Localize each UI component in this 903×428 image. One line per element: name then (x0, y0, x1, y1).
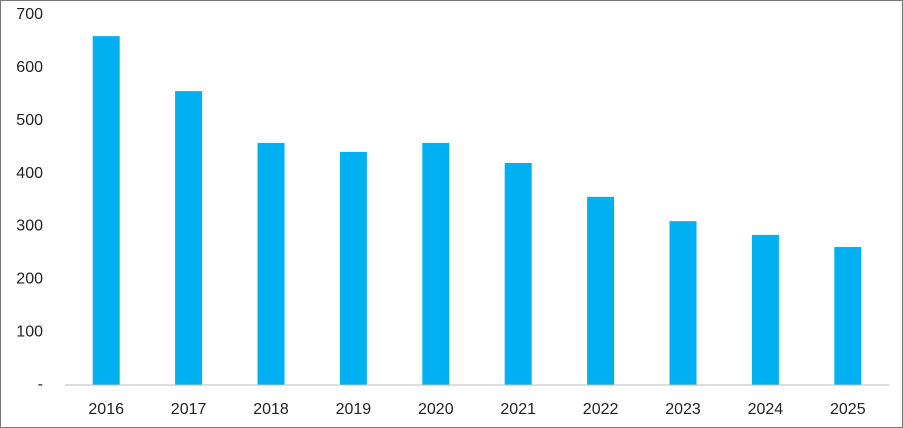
x-tick-label: 2021 (500, 401, 536, 418)
bar (175, 91, 203, 385)
bar (504, 163, 532, 385)
y-tick-label: 700 (16, 6, 43, 23)
y-tick-label: 600 (16, 59, 43, 76)
bar (339, 151, 367, 385)
y-tick-label: 500 (16, 112, 43, 129)
y-tick-label: 300 (16, 218, 43, 235)
x-tick-label: 2016 (88, 401, 124, 418)
x-tick-label: 2018 (253, 401, 289, 418)
bar (834, 247, 862, 385)
bar (587, 196, 615, 385)
bar (422, 142, 450, 385)
y-tick-label: - (38, 376, 43, 393)
x-tick-label: 2023 (665, 401, 701, 418)
x-tick-label: 2017 (171, 401, 207, 418)
x-tick-label: 2025 (830, 401, 866, 418)
y-tick-label: 400 (16, 165, 43, 182)
x-tick-label: 2020 (418, 401, 454, 418)
bar (257, 142, 285, 385)
x-tick-label: 2024 (748, 401, 784, 418)
x-tick-label: 2019 (336, 401, 372, 418)
bar (751, 234, 779, 385)
bar (669, 221, 697, 385)
y-tick-label: 200 (16, 271, 43, 288)
bar (92, 36, 120, 386)
x-tick-label: 2022 (583, 401, 619, 418)
y-tick-label: 100 (16, 323, 43, 340)
